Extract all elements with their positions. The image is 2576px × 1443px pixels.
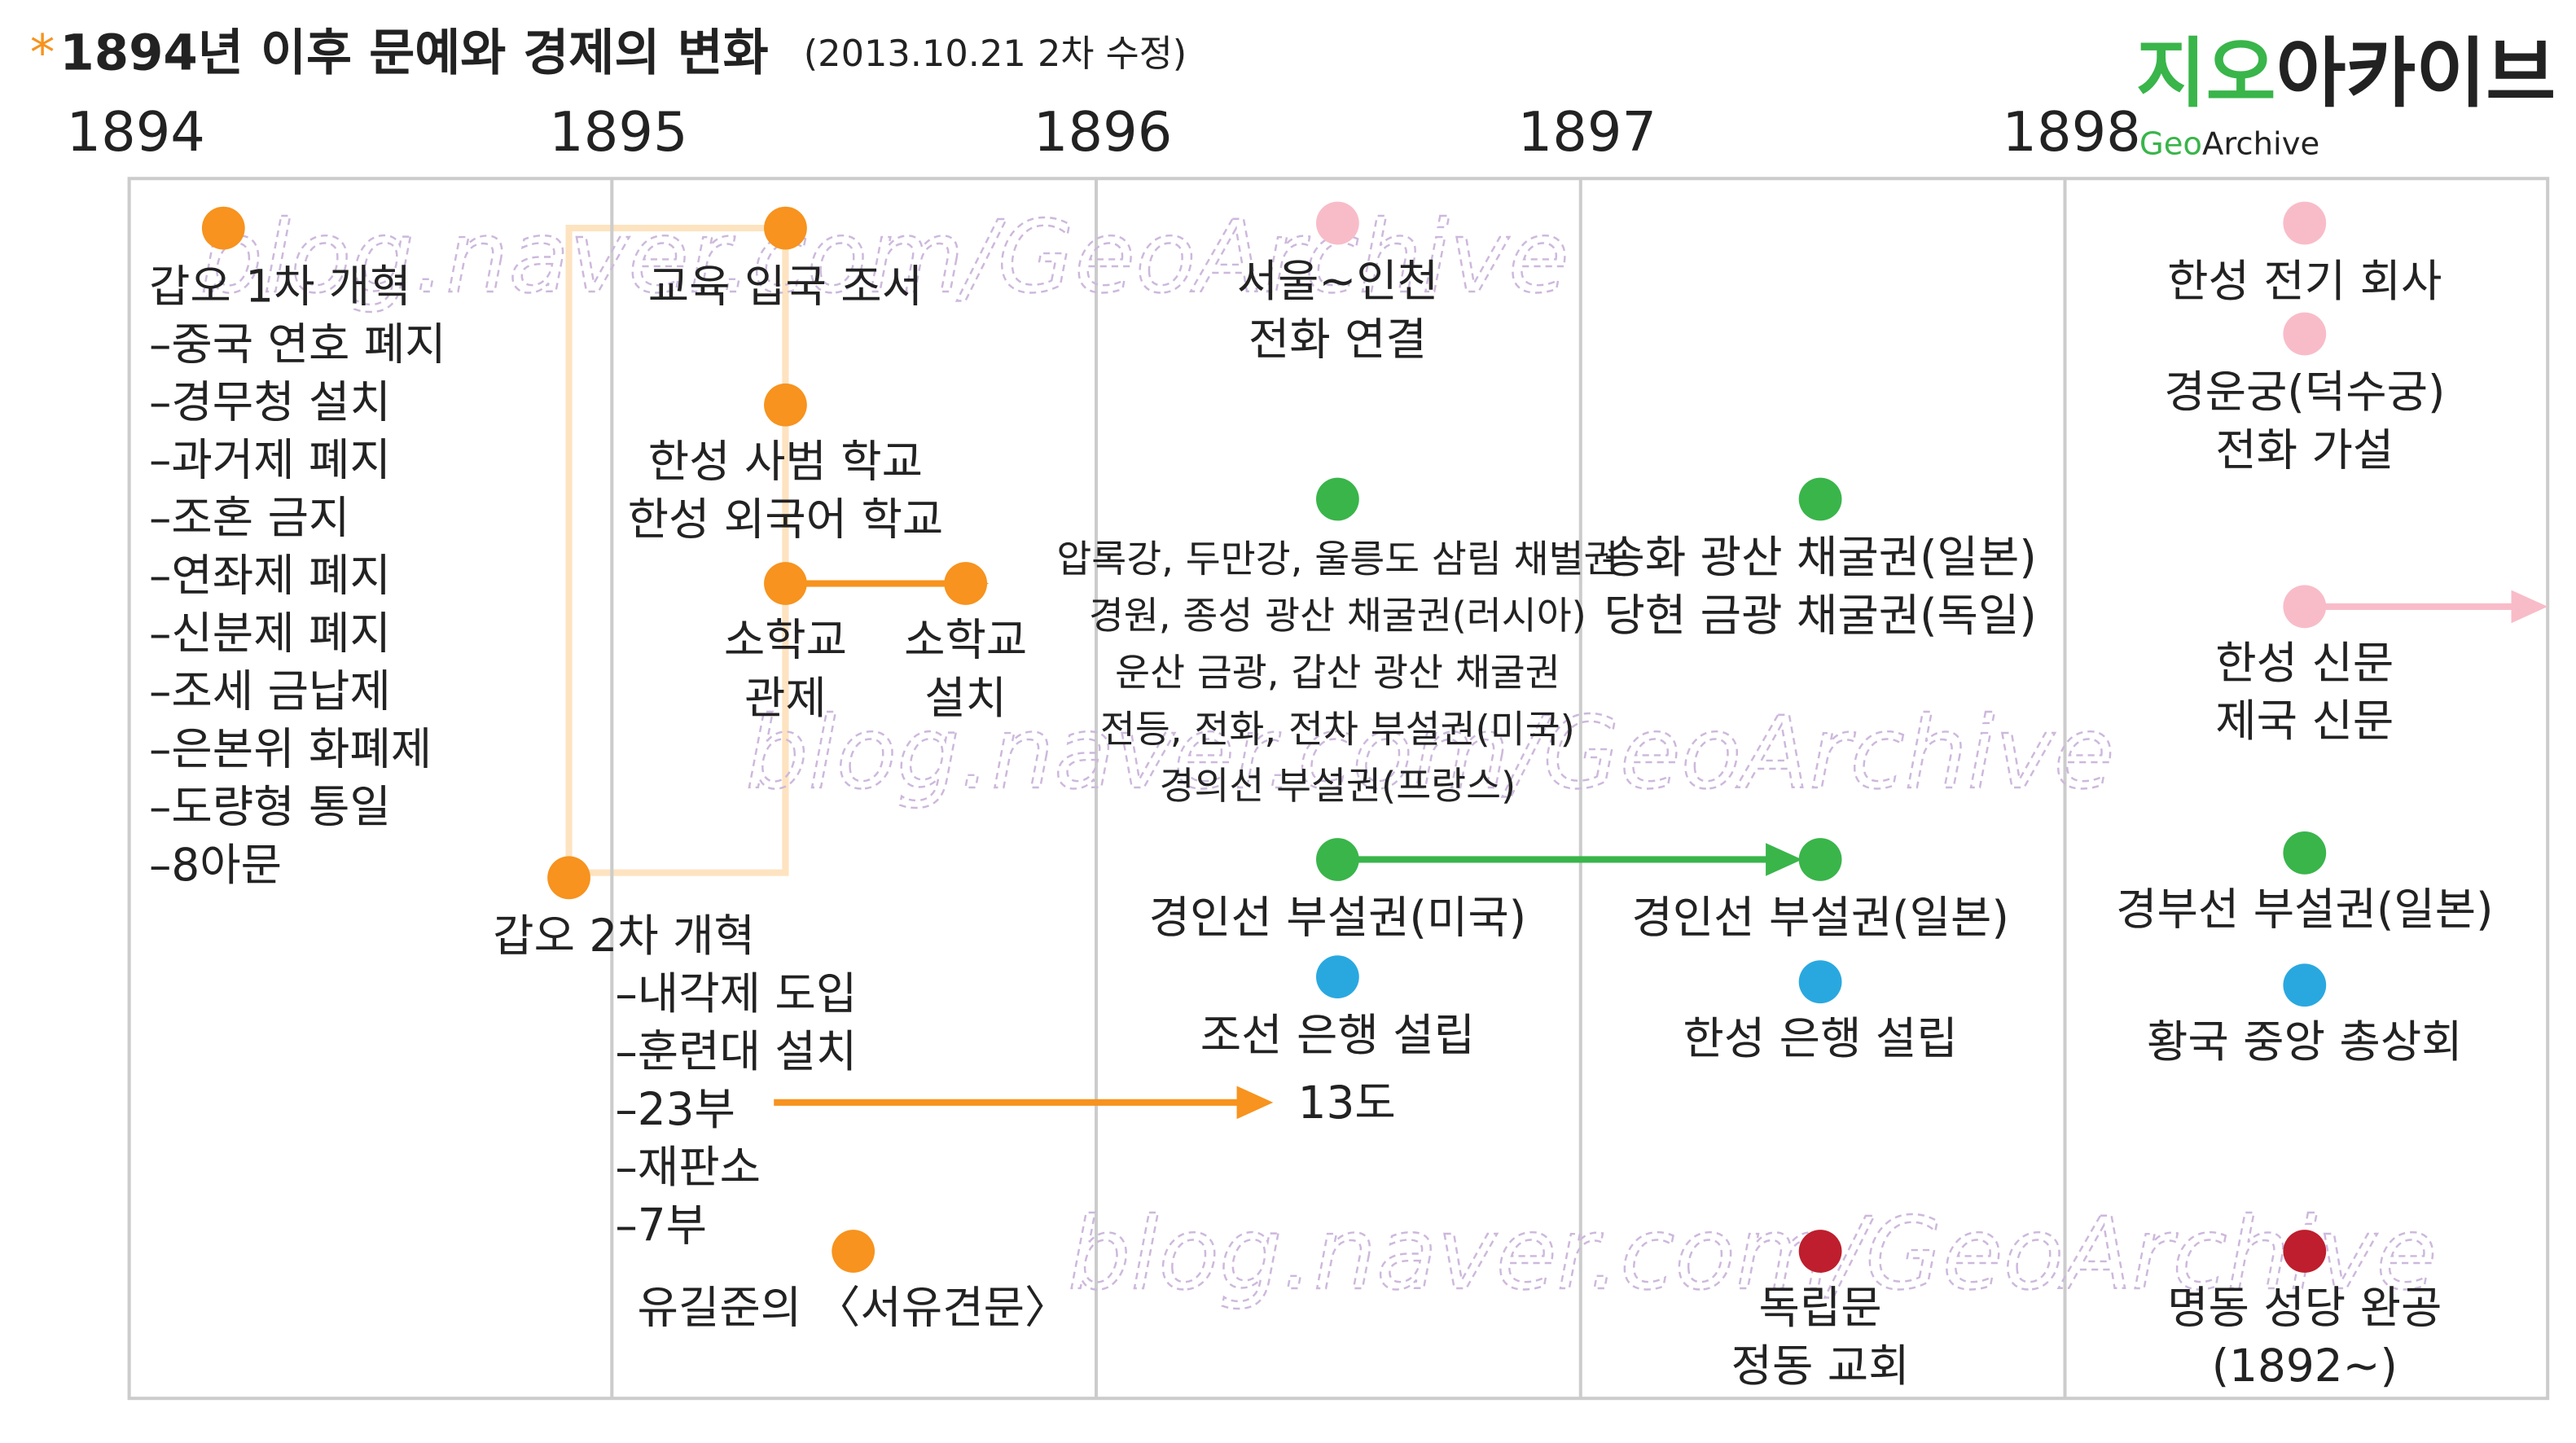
event-text: 황국 중앙 총상회	[2147, 1015, 2463, 1068]
event-text: 독립문	[1758, 1282, 1881, 1334]
event-dot	[1798, 477, 1842, 521]
event-text: 갑오 2차 개혁	[493, 910, 755, 962]
event-text: 경운궁(덕수궁)	[2164, 366, 2445, 418]
event-dot	[1316, 955, 1359, 998]
event-text: –연좌제 폐지	[149, 550, 391, 602]
event-text: –중국 연호 폐지	[149, 318, 446, 370]
arrow-head	[1236, 1086, 1274, 1120]
event-text: 운산 금광, 갑산 광산 채굴권	[1115, 651, 1560, 695]
event-text: 관제	[744, 672, 827, 724]
subtitle: (2013.10.21 2차 수정)	[804, 33, 1187, 75]
event-text: 조선 은행 설립	[1200, 1009, 1475, 1061]
event-text: –훈련대 설치	[615, 1025, 857, 1077]
event-text: 한성 전기 회사	[2167, 255, 2442, 307]
event-text: –신분제 폐지	[149, 607, 391, 660]
event-text: 송화 광산 채굴권(일본)	[1604, 531, 2036, 583]
event-dot	[1316, 838, 1359, 881]
event-text: –7부	[615, 1199, 707, 1251]
event-dot	[2283, 201, 2327, 245]
event-text: –은본위 화폐제	[149, 723, 432, 775]
event-dot	[2283, 831, 2327, 875]
event-text: 전등, 전화, 전차 부설권(미국)	[1100, 708, 1575, 752]
event-text: 당현 금광 채굴권(독일)	[1604, 589, 2036, 641]
frame	[127, 177, 2550, 1401]
event-text: 한성 신문	[2215, 637, 2394, 689]
logo: 지오아카이브	[2136, 30, 2556, 119]
logo-green: 지오	[2136, 30, 2276, 119]
event-dot	[547, 856, 590, 900]
event-text: 명동 성당 완공	[2167, 1282, 2442, 1334]
logo-en-black: Archive	[2202, 125, 2319, 162]
event-text: –8아문	[149, 839, 282, 891]
event-text: 교육 입국 조서	[648, 260, 923, 312]
event-dot	[1798, 1230, 1842, 1273]
event-text: 한성 은행 설립	[1683, 1012, 1957, 1064]
event-text: 전화 가설	[2215, 423, 2394, 476]
event-text: –도량형 통일	[149, 781, 391, 833]
event-dot	[944, 562, 988, 605]
event-dot	[832, 1230, 875, 1273]
event-text: (1892~)	[2212, 1340, 2398, 1392]
event-text: 경인선 부설권(미국)	[1149, 892, 1526, 944]
watermark: blog.naver.com/GeoArchive	[745, 695, 2114, 811]
year-label: 1895	[549, 100, 687, 164]
event-text: –23부	[615, 1083, 735, 1135]
event-text: 한성 외국어 학교	[628, 493, 944, 546]
arrow-head	[2511, 590, 2548, 624]
event-text: –경무청 설치	[149, 375, 391, 428]
event-text: 정동 교회	[1731, 1340, 1910, 1392]
event-text: 설치	[924, 672, 1007, 724]
arrow-head	[1766, 843, 1802, 876]
year-label: 1896	[1033, 100, 1172, 164]
event-text: 한성 사범 학교	[648, 435, 923, 487]
event-text: 갑오 1차 개혁	[149, 260, 411, 312]
event-text: 전화 연결	[1249, 313, 1427, 365]
event-text: 소학교	[724, 614, 847, 666]
event-dot	[2283, 585, 2327, 629]
event-dot	[764, 383, 807, 427]
year-label: 1897	[1518, 100, 1657, 164]
event-dot	[1798, 960, 1842, 1004]
event-dot	[764, 206, 807, 250]
watermark: blog.naver.com/GeoArchive	[1068, 1196, 2437, 1312]
event-text: 경원, 종성 광산 채굴권(러시아)	[1089, 594, 1586, 638]
event-text: –조혼 금지	[149, 492, 349, 544]
event-dot	[2283, 963, 2327, 1007]
event-text: 유길준의 〈서유견문〉	[638, 1282, 1069, 1334]
event-text: 소학교	[904, 614, 1027, 666]
event-dot	[1316, 477, 1359, 521]
event-text: 경인선 부설권(일본)	[1631, 892, 2008, 944]
event-note: 13도	[1298, 1077, 1396, 1129]
event-text: –재판소	[615, 1141, 761, 1193]
event-text: 압록강, 두만강, 울릉도 삼림 채벌권	[1056, 538, 1618, 582]
event-dot	[764, 562, 807, 605]
event-text: 제국 신문	[2215, 695, 2394, 747]
year-label: 1894	[66, 100, 204, 164]
title-star: *	[30, 24, 55, 82]
event-dot	[2283, 1230, 2327, 1273]
logo-en-green: Geo	[2139, 125, 2202, 162]
logo-black: 아카이브	[2276, 30, 2556, 119]
title: 1894년 이후 문예와 경제의 변화	[59, 24, 768, 82]
event-dot	[201, 206, 245, 250]
event-text: –조세 금납제	[149, 665, 391, 717]
event-text: 경의선 부설권(프랑스)	[1160, 765, 1516, 809]
event-text: –내각제 도입	[615, 967, 857, 1020]
event-text: –과거제 폐지	[149, 433, 391, 485]
event-dot	[1316, 201, 1359, 245]
event-dot	[2283, 312, 2327, 356]
event-text: 경부선 부설권(일본)	[2116, 884, 2493, 936]
logo-en: GeoArchive	[2139, 125, 2319, 162]
year-label: 1898	[2002, 100, 2140, 164]
event-dot	[1798, 838, 1842, 881]
event-text: 서울~인천	[1237, 255, 1439, 307]
